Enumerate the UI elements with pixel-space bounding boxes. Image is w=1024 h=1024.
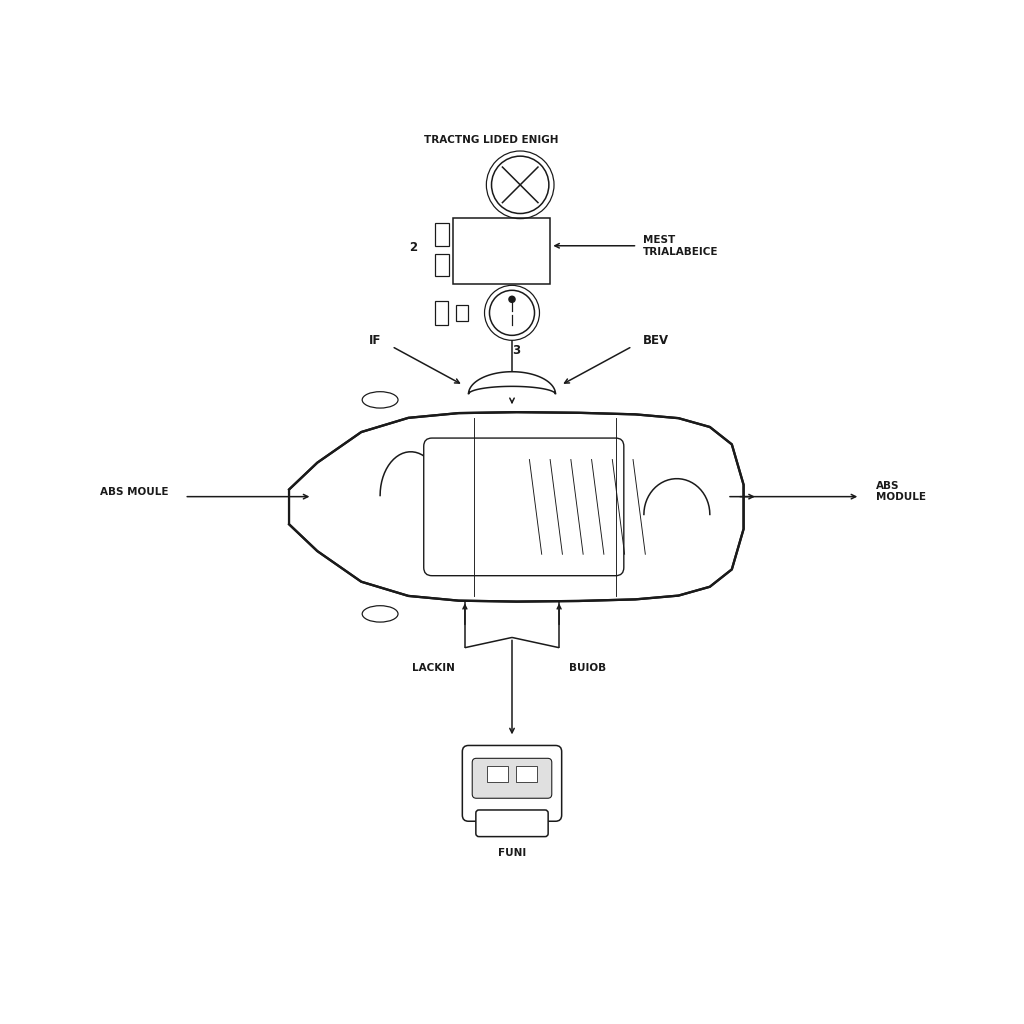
Text: ABS MOULE: ABS MOULE bbox=[100, 486, 169, 497]
Bar bbox=[457, 305, 469, 322]
Text: BUIOB: BUIOB bbox=[569, 664, 606, 673]
Bar bbox=[434, 254, 449, 276]
Circle shape bbox=[489, 291, 535, 336]
Ellipse shape bbox=[362, 391, 398, 408]
FancyBboxPatch shape bbox=[463, 745, 561, 821]
FancyBboxPatch shape bbox=[424, 438, 624, 575]
Ellipse shape bbox=[362, 605, 398, 622]
Bar bbox=[487, 766, 508, 782]
Bar bbox=[434, 223, 449, 246]
Bar bbox=[434, 301, 449, 326]
Text: IF: IF bbox=[369, 334, 381, 347]
FancyBboxPatch shape bbox=[476, 810, 548, 837]
Text: 2: 2 bbox=[410, 242, 418, 254]
Bar bbox=[516, 766, 537, 782]
Text: LACKIN: LACKIN bbox=[412, 664, 455, 673]
Text: MEST
TRIALABEICE: MEST TRIALABEICE bbox=[643, 234, 718, 257]
Polygon shape bbox=[289, 412, 743, 601]
Text: TRACTNG LIDED ENIGH: TRACTNG LIDED ENIGH bbox=[424, 135, 559, 144]
Circle shape bbox=[492, 156, 549, 214]
Text: BEV: BEV bbox=[643, 334, 669, 347]
Text: FUNI: FUNI bbox=[498, 848, 526, 858]
Bar bbox=[453, 217, 551, 284]
Text: ABS
MODULE: ABS MODULE bbox=[876, 480, 926, 503]
Polygon shape bbox=[469, 372, 555, 394]
Circle shape bbox=[509, 296, 515, 302]
FancyBboxPatch shape bbox=[472, 759, 552, 799]
Text: 3: 3 bbox=[512, 344, 520, 357]
